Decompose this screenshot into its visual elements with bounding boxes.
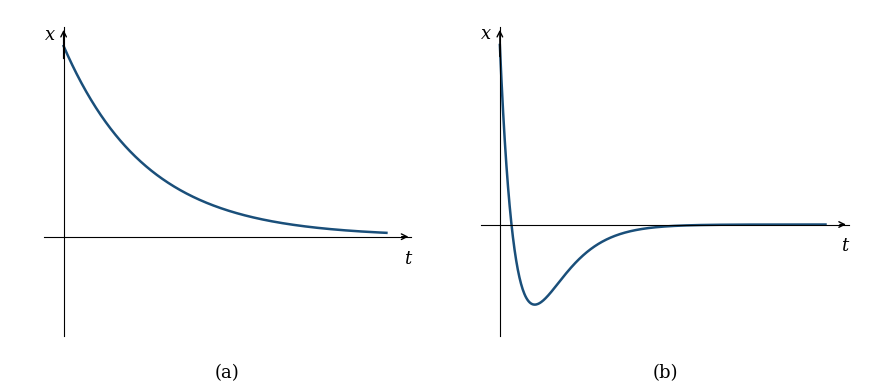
Text: x: x — [45, 25, 54, 44]
Text: x: x — [481, 25, 492, 43]
Text: (a): (a) — [215, 364, 240, 382]
Text: t: t — [842, 237, 849, 255]
Text: (b): (b) — [652, 364, 678, 382]
Text: t: t — [403, 250, 411, 268]
